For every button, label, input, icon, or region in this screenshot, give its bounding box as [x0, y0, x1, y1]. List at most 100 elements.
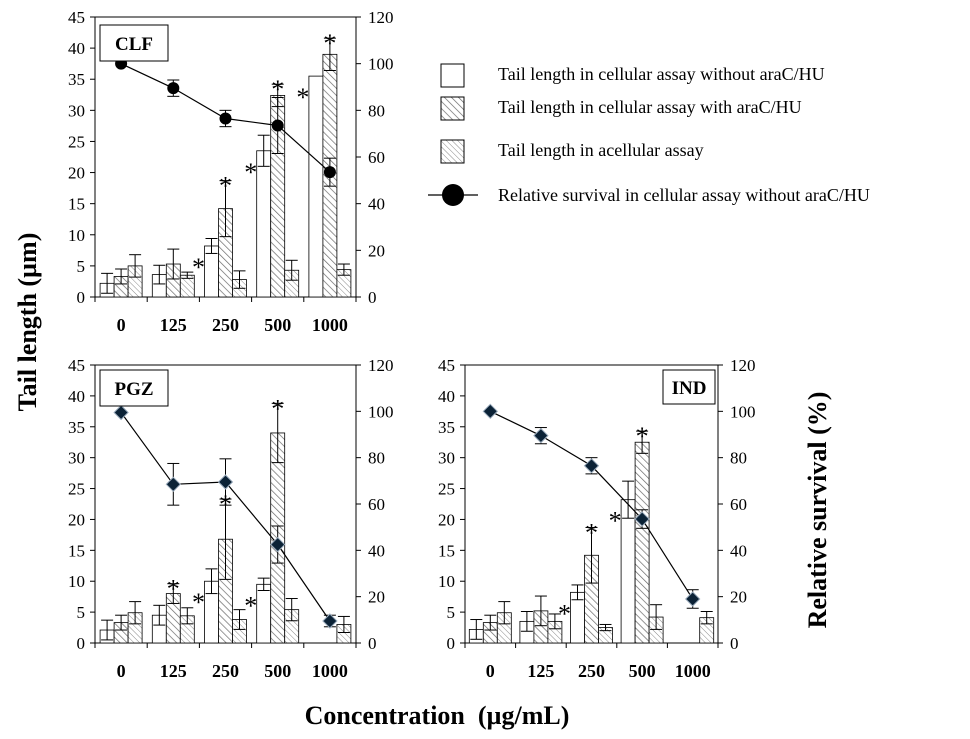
- legend-swatch-hatch: [440, 139, 465, 164]
- y-tick-label: 15: [438, 541, 455, 560]
- y-tick-label: 15: [68, 195, 85, 214]
- y-tick-label: 0: [447, 634, 456, 653]
- y-tick-label: 15: [68, 541, 85, 560]
- legend-label: Tail length in cellular assay with araC/…: [498, 97, 802, 117]
- y-tick-label: 40: [438, 387, 455, 406]
- significance-star: *: [167, 575, 180, 604]
- legend-label: Relative survival in cellular assay with…: [498, 185, 870, 205]
- significance-star: *: [219, 172, 232, 201]
- y2-tick-label: 120: [368, 356, 394, 375]
- significance-star: *: [192, 253, 205, 282]
- x-tick-label: 500: [264, 315, 291, 335]
- significance-star: *: [271, 394, 284, 423]
- survival-point: [684, 591, 701, 607]
- legend-label: Tail length in cellular assay without ar…: [498, 64, 825, 84]
- y-tick-label: 45: [68, 8, 85, 27]
- y2-tick-label: 40: [368, 195, 385, 214]
- chart-panel-clf: 0 5 10 15 20 25 30 35 40 45 0 20 40 60 80 100 120 0 125 250…: [68, 8, 394, 335]
- y2-tick-label: 0: [368, 634, 377, 653]
- significance-star: *: [244, 158, 257, 187]
- legend-swatch-open: [440, 63, 465, 88]
- x-tick-label: 250: [212, 661, 239, 681]
- x-tick-label: 125: [160, 661, 187, 681]
- y-tick-label: 5: [447, 603, 456, 622]
- y-tick-label: 40: [68, 39, 85, 58]
- y-tick-label: 5: [77, 257, 86, 276]
- x-tick-label: 250: [212, 315, 239, 335]
- y-tick-label: 25: [438, 480, 455, 499]
- significance-star: *: [192, 588, 205, 617]
- bar: [634, 441, 650, 644]
- survival-point: [322, 613, 338, 629]
- y-tick-label: 45: [68, 356, 85, 375]
- x-tick-label: 0: [117, 661, 126, 681]
- y-tick-label: 5: [77, 603, 86, 622]
- significance-star: *: [271, 75, 284, 104]
- y2-tick-label: 60: [730, 495, 747, 514]
- y-tick-label: 40: [68, 387, 85, 406]
- y-tick-label: 10: [68, 226, 85, 245]
- panel-title: IND: [672, 378, 707, 399]
- y2-tick-label: 0: [368, 288, 377, 307]
- x-tick-label: 250: [578, 661, 605, 681]
- y2-tick-label: 120: [730, 356, 756, 375]
- survival-point: [167, 82, 180, 95]
- bar: [308, 75, 324, 298]
- chart-panel-ind: 0 5 10 15 20 25 30 35 40 45 0 20 40 60 80 100 120 0 125 250…: [438, 356, 756, 681]
- legend-swatch-hatch: [440, 96, 465, 121]
- survival-point: [269, 536, 286, 553]
- survival-point: [217, 474, 234, 490]
- y-tick-label: 20: [68, 164, 85, 183]
- y2-tick-label: 120: [368, 8, 394, 27]
- survival-point: [583, 458, 600, 474]
- y2-tick-label: 40: [730, 541, 747, 560]
- y2-tick-label: 0: [730, 634, 739, 653]
- y2-tick-label: 20: [368, 588, 385, 607]
- significance-star: *: [636, 422, 649, 451]
- x-tick-label: 1000: [675, 661, 711, 681]
- significance-star: *: [296, 83, 309, 112]
- y2-tick-label: 60: [368, 148, 385, 167]
- survival-point: [634, 511, 650, 527]
- significance-star: *: [609, 507, 622, 536]
- y-tick-label: 35: [438, 418, 455, 437]
- y-tick-label: 30: [68, 101, 85, 120]
- bar: [256, 583, 272, 644]
- y-tick-label: 0: [77, 634, 86, 653]
- survival-point: [533, 427, 549, 444]
- panel-title: PGZ: [114, 379, 153, 400]
- x-tick-label: 0: [117, 315, 126, 335]
- y2-tick-label: 100: [730, 402, 756, 421]
- y-tick-label: 25: [68, 480, 85, 499]
- y2-tick-label: 20: [730, 588, 747, 607]
- y2-tick-label: 80: [730, 449, 747, 468]
- y-axis-label: Tail length (µm): [13, 233, 42, 412]
- significance-star: *: [244, 591, 257, 620]
- y2-tick-label: 20: [368, 241, 385, 260]
- panel-title-box: [99, 24, 169, 62]
- survival-point: [165, 476, 182, 493]
- bar: [620, 499, 636, 644]
- y-tick-label: 30: [438, 449, 455, 468]
- x-tick-label: 500: [629, 661, 656, 681]
- x-tick-label: 500: [264, 661, 291, 681]
- x-tick-label: 0: [486, 661, 495, 681]
- x-tick-label: 125: [160, 315, 187, 335]
- survival-point: [271, 119, 284, 132]
- survival-point: [219, 112, 232, 125]
- x-tick-label: 1000: [312, 661, 348, 681]
- x-tick-label: 1000: [312, 315, 348, 335]
- y-tick-label: 20: [68, 510, 85, 529]
- y-tick-label: 10: [68, 572, 85, 591]
- y-tick-label: 35: [68, 418, 85, 437]
- y-tick-label: 10: [438, 572, 455, 591]
- y-tick-label: 30: [68, 449, 85, 468]
- y2-tick-label: 40: [368, 541, 385, 560]
- survival-point: [482, 403, 499, 420]
- y-tick-label: 35: [68, 70, 85, 89]
- panel-title-box: [99, 369, 169, 407]
- bar: [256, 150, 272, 298]
- y2-tick-label: 100: [368, 55, 394, 74]
- x-axis-label: Concentration (µg/mL): [305, 701, 570, 730]
